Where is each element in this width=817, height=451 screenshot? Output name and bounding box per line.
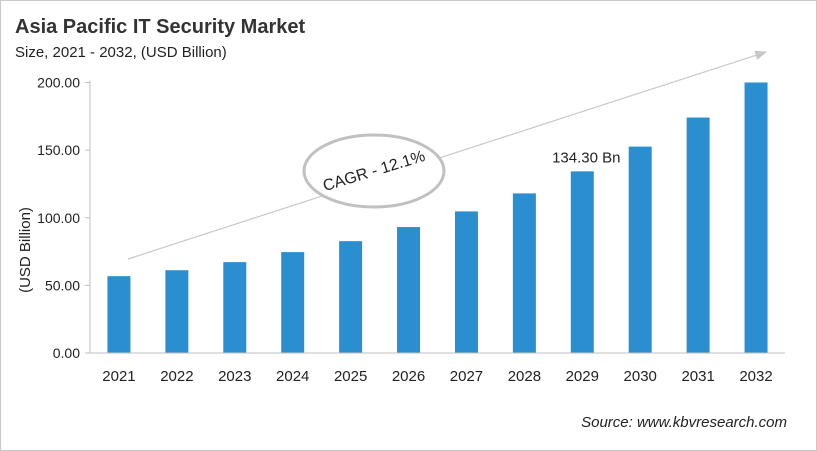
bar-2024 — [281, 252, 305, 353]
source-note: Source: www.kbvresearch.com — [581, 414, 787, 431]
cagr-callout: CAGR - 12.1% — [302, 133, 446, 209]
bar-2027 — [454, 211, 478, 353]
bar-2028 — [512, 193, 536, 353]
y-axis-label: (USD Billion) — [17, 207, 34, 293]
y-tick-label: 150.00 — [37, 142, 80, 158]
bar-2031 — [686, 117, 710, 353]
bar-2026 — [397, 227, 421, 353]
y-tick-label: 0.00 — [53, 345, 80, 361]
x-tick-label: 2027 — [450, 368, 483, 385]
x-tick-label: 2030 — [624, 368, 657, 385]
y-tick-label: 200.00 — [37, 75, 80, 91]
x-tick-label: 2029 — [566, 368, 599, 385]
bar-2029 — [570, 171, 594, 353]
x-tick-label: 2024 — [276, 368, 309, 385]
y-axis: 0.00 50.00 100.00 150.00 200.00 — [37, 75, 91, 361]
chart-title: Asia Pacific IT Security Market — [15, 16, 306, 38]
bar-2022 — [165, 270, 189, 353]
bars — [107, 82, 768, 353]
y-tick-label: 100.00 — [37, 210, 80, 226]
x-axis: 2021 2022 2023 2024 2025 2026 2027 2028 2029 2030… — [90, 352, 785, 385]
chart-subtitle: Size, 2021 - 2032, (USD Billion) — [15, 44, 227, 61]
bar-2023 — [223, 262, 247, 353]
x-tick-label: 2023 — [218, 368, 251, 385]
x-tick-label: 2026 — [392, 368, 425, 385]
x-tick-label: 2028 — [508, 368, 541, 385]
y-tick-label: 50.00 — [45, 277, 80, 293]
bar-2032 — [744, 82, 768, 353]
bar-2025 — [339, 241, 363, 353]
x-tick-label: 2031 — [681, 368, 714, 385]
data-label-2029: 134.30 Bn — [552, 149, 620, 166]
bar-2021 — [107, 276, 131, 353]
x-tick-label: 2025 — [334, 368, 367, 385]
bar-2030 — [628, 146, 652, 353]
x-tick-label: 2021 — [102, 368, 135, 385]
x-tick-label: 2032 — [739, 368, 772, 385]
trend-arrow — [127, 50, 768, 260]
x-tick-label: 2022 — [160, 368, 193, 385]
